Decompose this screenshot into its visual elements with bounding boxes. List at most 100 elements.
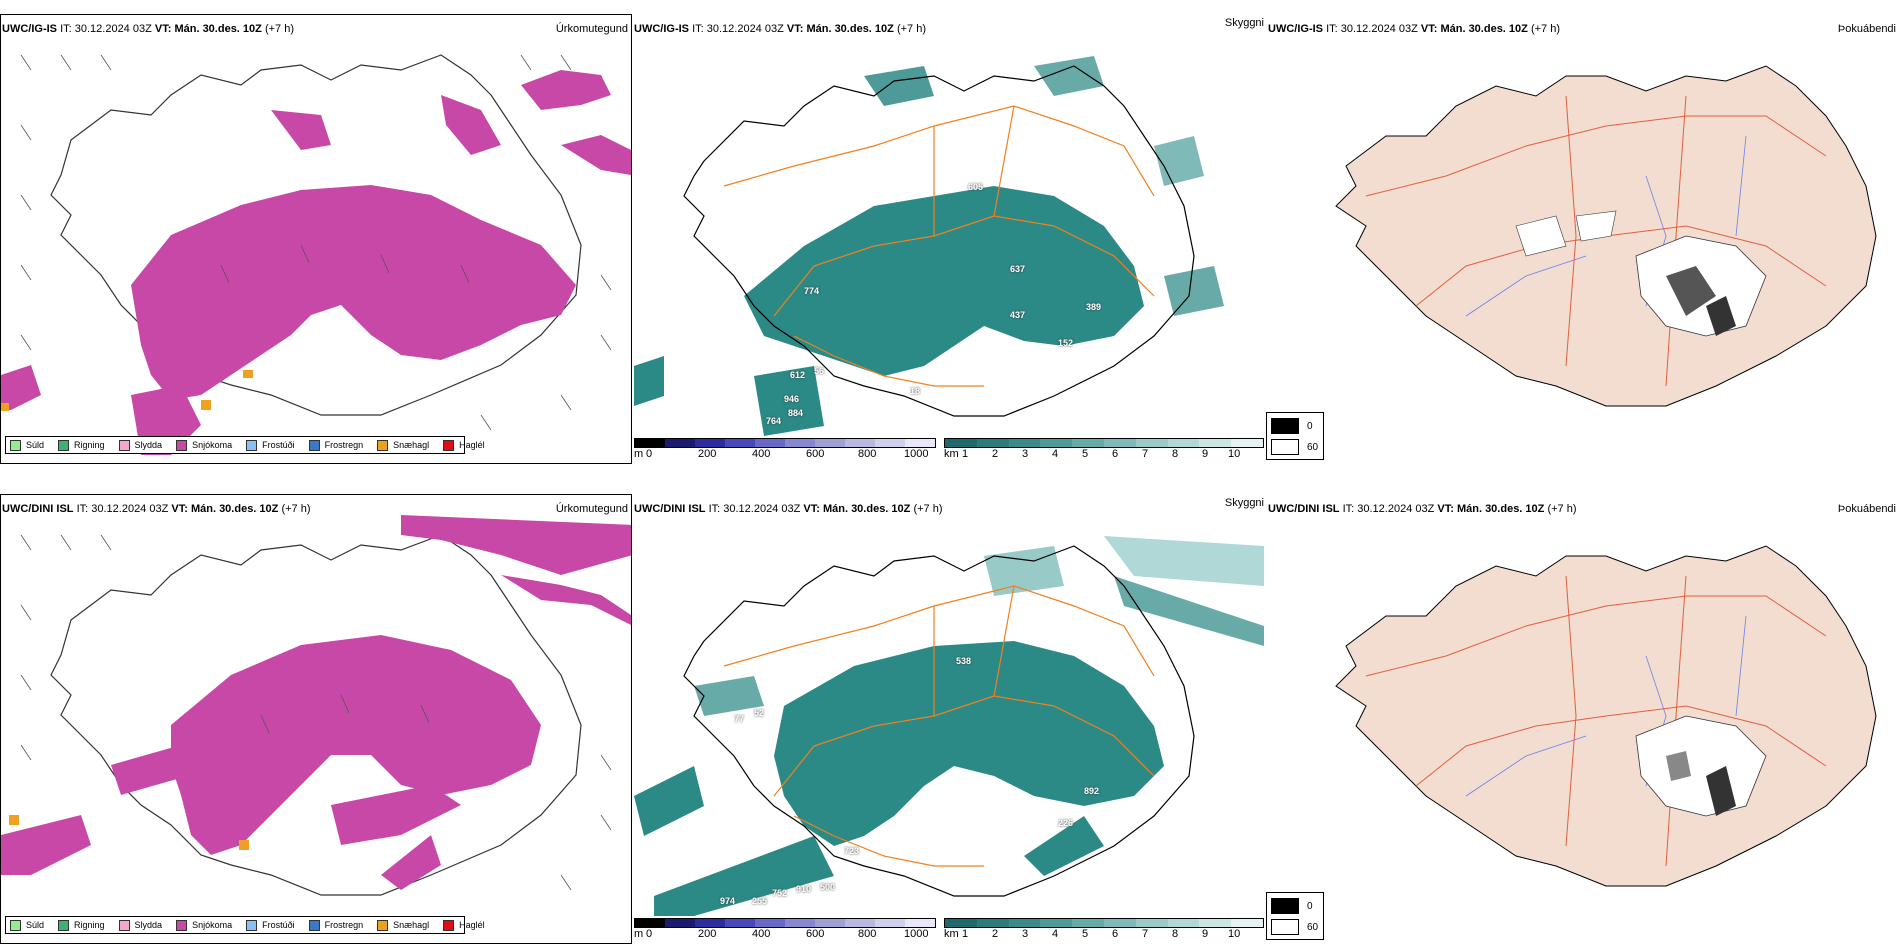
cbar-unit: m	[634, 448, 644, 460]
snaehagl-spot	[201, 400, 211, 410]
legend-swatch	[308, 439, 320, 451]
ceiling-map-top	[634, 56, 1224, 436]
teal-patch	[1164, 266, 1224, 316]
legend-swatch	[377, 919, 389, 931]
colorbar-swatch	[976, 919, 1009, 927]
colorbar-swatch	[725, 919, 755, 927]
cbar-tick: 9	[1202, 928, 1209, 940]
snaehagl-spot	[1, 403, 9, 411]
snow-area-ne2	[521, 70, 611, 110]
header-precip-bottom: UWC/DINI ISL IT: 30.12.2024 03Z VT: Mán.…	[2, 503, 311, 515]
fog-legend-row: 60	[1271, 439, 1318, 455]
colorbar-swatch	[665, 919, 695, 927]
ceiling-colorbar-bottom	[634, 918, 936, 928]
legend-item: Snjókoma	[176, 919, 232, 931]
cbar-tick: 3	[1022, 928, 1029, 940]
legend-item: Rigning	[58, 439, 105, 451]
colorbar-swatch	[785, 919, 815, 927]
cbar-tick: 200	[698, 928, 717, 940]
teal-patch	[754, 366, 824, 436]
title-precip-top: Úrkomutegund	[555, 23, 628, 35]
colorbar-swatch	[845, 439, 875, 447]
colorbar-swatch	[635, 439, 665, 447]
legend-item: Frostregn	[308, 439, 363, 451]
colorbar-swatch	[815, 439, 845, 447]
snow-area-south	[381, 835, 441, 890]
teal-patch	[1024, 816, 1104, 876]
snow-area-ne	[401, 515, 631, 575]
cbar-tick: 5	[1082, 928, 1089, 940]
ceiling-colorbar-top	[634, 438, 936, 448]
ceiling-label: 764	[766, 416, 782, 426]
ceiling-label: 52	[754, 708, 765, 718]
cbar-tick: 7	[1142, 448, 1149, 460]
legend-swatch	[246, 439, 258, 451]
ceiling-map-bottom	[634, 536, 1264, 916]
wind-barbs	[20, 534, 612, 891]
snow-area-main	[171, 635, 541, 855]
teal-field-top	[744, 186, 1144, 376]
cbar-tick: 4	[1052, 448, 1059, 460]
cbar-tick: 5	[1082, 448, 1089, 460]
precip-legend-bottom: Súld Rigning Slydda Snjókoma Frostúði Fr…	[5, 916, 485, 934]
teal-patch	[1154, 136, 1204, 186]
precip-panel-bottom: Súld Rigning Slydda Snjókoma Frostúði Fr…	[0, 494, 632, 944]
snow-area-main	[131, 185, 576, 400]
fog-dark	[1666, 751, 1691, 781]
header-ceiling-top: UWC/IG-IS IT: 30.12.2024 03Z VT: Mán. 30…	[634, 23, 926, 35]
colorbar-swatch	[905, 919, 935, 927]
ceiling-label: 723	[844, 846, 860, 856]
title-precip-bottom: Úrkomutegund	[555, 503, 628, 515]
fog-dark	[1666, 266, 1716, 316]
iceland-outline	[50, 534, 582, 896]
colorbar-swatch	[1072, 919, 1104, 927]
ceiling-panel-bottom: 538 77 52 892 226 723 974 255 752 910 50…	[634, 516, 1264, 920]
fog-patch	[1515, 215, 1567, 257]
legend-swatch	[443, 919, 455, 931]
cbar-tick: 2	[992, 928, 999, 940]
colorbar-swatch	[1199, 919, 1232, 927]
fog-legend-row: 60	[1271, 919, 1318, 935]
colorbar-swatch	[945, 439, 977, 447]
fog-patch-glacier	[1635, 715, 1767, 817]
legend-swatch	[118, 919, 130, 931]
cbar-tick: 6	[1112, 928, 1119, 940]
cbar-tick: 1	[962, 448, 969, 460]
cbar-tick: 600	[806, 928, 825, 940]
legend-swatch	[118, 439, 130, 451]
precip-legend-top: Súld Rigning Slydda Snjókoma Frostúði Fr…	[5, 436, 485, 454]
legend-item: Snæhagl	[377, 919, 429, 931]
fog-legend-row: 0	[1271, 898, 1313, 914]
ceiling-label: 884	[788, 408, 804, 418]
title-fog-top: Þokuábendi	[1837, 23, 1896, 35]
cbar-unit: m	[634, 928, 644, 940]
legend-item: Frostúði	[246, 919, 295, 931]
cbar-tick: 8	[1172, 448, 1179, 460]
ceiling-label: 605	[968, 182, 984, 192]
teal-patch	[1034, 56, 1104, 96]
snow-area-sw1	[1, 365, 41, 410]
iceland-outline	[683, 545, 1195, 897]
legend-swatch	[58, 439, 70, 451]
fog-legend-bottom: 0 60	[1266, 892, 1324, 940]
fog-legend-row: 0	[1271, 418, 1313, 434]
cbar-tick: 9	[1202, 448, 1209, 460]
legend-item: Súld	[10, 439, 44, 451]
header-fog-top: UWC/IG-IS IT: 30.12.2024 03Z VT: Mán. 30…	[1268, 23, 1560, 35]
snow-area-sw	[1, 815, 91, 875]
legend-item: Frostregn	[308, 919, 363, 931]
teal-patch	[1104, 536, 1264, 586]
ceiling-label: 637	[1010, 264, 1026, 274]
colorbar-swatch	[1103, 919, 1136, 927]
ceiling-label: 774	[804, 286, 820, 296]
title-ceiling-top: Skyggni	[1224, 17, 1264, 29]
snow-area-e	[501, 575, 631, 625]
legend-swatch	[58, 919, 70, 931]
colorbar-swatch	[875, 439, 905, 447]
visibility-colorbar-labels-bottom: km 1 2 3 4 5 6 7 8 9 10	[944, 928, 1264, 942]
colorbar-swatch	[1135, 919, 1168, 927]
legend-swatch	[176, 919, 188, 931]
teal-patch	[654, 836, 834, 916]
colorbar-swatch	[1103, 439, 1136, 447]
colorbar-swatch	[1040, 439, 1073, 447]
